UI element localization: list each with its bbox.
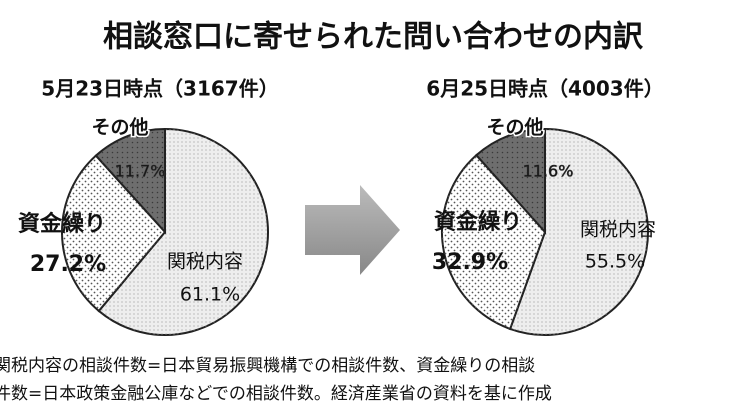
chart-title: 相談窓口に寄せられた問い合わせの内訳 bbox=[103, 20, 644, 55]
slice-label: 資金繰り bbox=[434, 209, 522, 235]
subtitle: 6月25日時点（4003件） bbox=[426, 77, 663, 101]
note: 件数=日本政策金融公庫などでの相談件数。経済産業省の資料を基に作成 bbox=[0, 384, 552, 404]
slice-label: 資金繰り bbox=[18, 211, 106, 237]
slice-label: 関税内容 bbox=[167, 251, 243, 273]
value-label: 61.1% bbox=[180, 284, 240, 306]
value-label: 55.5% bbox=[585, 251, 645, 273]
value-label: 11.6% bbox=[523, 162, 574, 181]
slice-label: 関税内容 bbox=[580, 219, 656, 241]
slice-label: その他 bbox=[486, 116, 543, 139]
value-label: 27.2% bbox=[30, 252, 106, 277]
value-label: 11.7% bbox=[115, 162, 166, 181]
subtitle: 5月23日時点（3167件） bbox=[41, 77, 278, 101]
arrow bbox=[305, 185, 400, 275]
slice-label: その他 bbox=[91, 116, 148, 139]
value-label: 32.9% bbox=[432, 250, 508, 275]
note: 関税内容の相談件数=日本貿易振興機構での相談件数、資金繰りの相談 bbox=[0, 356, 535, 376]
